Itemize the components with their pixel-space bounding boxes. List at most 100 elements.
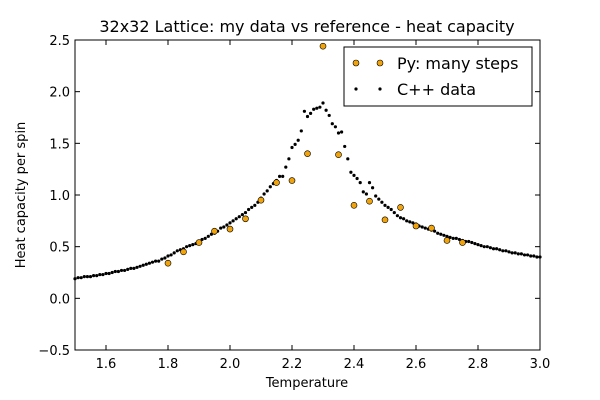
cpp-data-point bbox=[501, 249, 505, 253]
cpp-data-point bbox=[445, 234, 449, 238]
py-data-point bbox=[412, 222, 420, 230]
y-tick-label: 0.5 bbox=[49, 241, 70, 256]
y-tick-label: 0.0 bbox=[49, 292, 70, 307]
cpp-data-point bbox=[144, 262, 148, 266]
cpp-data-point bbox=[240, 213, 244, 217]
cpp-data-point bbox=[504, 249, 508, 253]
cpp-data-point bbox=[305, 114, 310, 119]
x-tick-label: 2.0 bbox=[220, 357, 241, 372]
cpp-data-point bbox=[423, 226, 427, 230]
cpp-data-point bbox=[166, 254, 170, 258]
cpp-data-point bbox=[172, 251, 176, 255]
py-data-point bbox=[366, 197, 373, 205]
cpp-data-point bbox=[225, 223, 229, 227]
cpp-data-point bbox=[253, 203, 257, 207]
cpp-data-point bbox=[352, 173, 356, 177]
cpp-data-point bbox=[281, 174, 285, 178]
cpp-data-point bbox=[330, 122, 334, 126]
cpp-data-point bbox=[268, 185, 272, 189]
py-data-point bbox=[273, 179, 280, 186]
cpp-data-point bbox=[507, 250, 511, 254]
cpp-data-point bbox=[470, 240, 474, 245]
cpp-data-point bbox=[535, 255, 539, 259]
cpp-data-point bbox=[439, 232, 443, 236]
py-data-point bbox=[164, 259, 172, 267]
cpp-data-point bbox=[147, 261, 151, 265]
cpp-data-point bbox=[191, 243, 195, 247]
py-data-point bbox=[319, 42, 327, 50]
cpp-data-point bbox=[154, 259, 158, 263]
cpp-data-point bbox=[228, 221, 232, 225]
cpp-data-point bbox=[516, 252, 520, 256]
cpp-data-point bbox=[519, 252, 524, 256]
cpp-data-point bbox=[138, 264, 142, 268]
cpp-data-point bbox=[101, 272, 105, 277]
cpp-data-point bbox=[163, 256, 167, 260]
cpp-data-point bbox=[247, 207, 251, 212]
cpp-data-point bbox=[340, 130, 344, 134]
chart-title: 32x32 Lattice: my data vs reference - he… bbox=[99, 17, 514, 36]
cpp-data-point bbox=[169, 253, 173, 257]
cpp-data-point bbox=[485, 245, 489, 249]
cpp-data-point bbox=[234, 217, 238, 221]
py-data-point bbox=[304, 150, 311, 157]
cpp-data-point bbox=[85, 275, 89, 279]
cpp-data-point bbox=[367, 181, 372, 185]
y-tick-label: 2.5 bbox=[49, 34, 70, 49]
cpp-data-point bbox=[92, 274, 96, 278]
cpp-data-point bbox=[150, 260, 155, 264]
cpp-data-point bbox=[389, 207, 393, 212]
x-tick-label: 1.8 bbox=[158, 357, 179, 372]
py-data-point bbox=[428, 224, 435, 232]
legend: Py: many steps C++ data bbox=[343, 46, 533, 107]
x-tick-label: 2.6 bbox=[406, 357, 427, 372]
py-data-point bbox=[381, 216, 389, 224]
cpp-data-point bbox=[315, 106, 319, 110]
cpp-data-point bbox=[299, 129, 303, 133]
cpp-data-point bbox=[532, 254, 536, 258]
y-tick-label: 2.0 bbox=[49, 86, 70, 101]
x-tick-label: 2.4 bbox=[344, 357, 365, 372]
cpp-data-point bbox=[302, 109, 306, 113]
cpp-data-point bbox=[116, 269, 120, 274]
x-tick-label: 2.8 bbox=[468, 357, 489, 372]
cpp-data-point bbox=[476, 243, 480, 247]
cpp-data-point bbox=[355, 176, 359, 181]
y-tick-label: 1.0 bbox=[49, 189, 70, 204]
cpp-data-point bbox=[343, 144, 347, 149]
cpp-data-point bbox=[222, 225, 226, 229]
x-axis-label: Temperature bbox=[265, 376, 348, 391]
cpp-data-point bbox=[290, 145, 294, 150]
legend-box bbox=[343, 46, 533, 107]
cpp-data-point bbox=[287, 157, 291, 161]
cpp-data-point bbox=[95, 274, 99, 278]
cpp-data-point bbox=[113, 269, 117, 274]
cpp-data-point bbox=[185, 245, 189, 249]
cpp-data-point bbox=[526, 253, 530, 257]
cpp-data-point bbox=[333, 125, 337, 129]
x-tick-label: 2.2 bbox=[282, 357, 303, 372]
y-tick-label: 1.5 bbox=[49, 137, 70, 152]
cpp-data-point bbox=[324, 108, 328, 112]
cpp-data-point bbox=[76, 276, 80, 280]
x-tick-label: 1.6 bbox=[96, 357, 117, 372]
cpp-data-point bbox=[321, 101, 325, 105]
cpp-data-point bbox=[522, 253, 527, 257]
cpp-data-point bbox=[364, 192, 368, 196]
cpp-data-point bbox=[392, 210, 396, 215]
cpp-data-point bbox=[482, 245, 486, 249]
cpp-data-point bbox=[454, 236, 458, 240]
legend-label-cpp: C++ data bbox=[397, 80, 476, 99]
cpp-data-point bbox=[135, 265, 139, 269]
cpp-data-point bbox=[284, 165, 288, 169]
cpp-data-point bbox=[346, 157, 350, 161]
cpp-data-point bbox=[119, 268, 124, 273]
cpp-data-point bbox=[336, 131, 341, 135]
py-data-point bbox=[195, 239, 203, 246]
cpp-data-point bbox=[436, 231, 440, 235]
y-axis-label: Heat capacity per spin bbox=[14, 122, 29, 269]
cpp-data-point bbox=[488, 246, 492, 250]
py-data-point bbox=[335, 151, 342, 158]
cpp-data-point bbox=[380, 200, 384, 204]
